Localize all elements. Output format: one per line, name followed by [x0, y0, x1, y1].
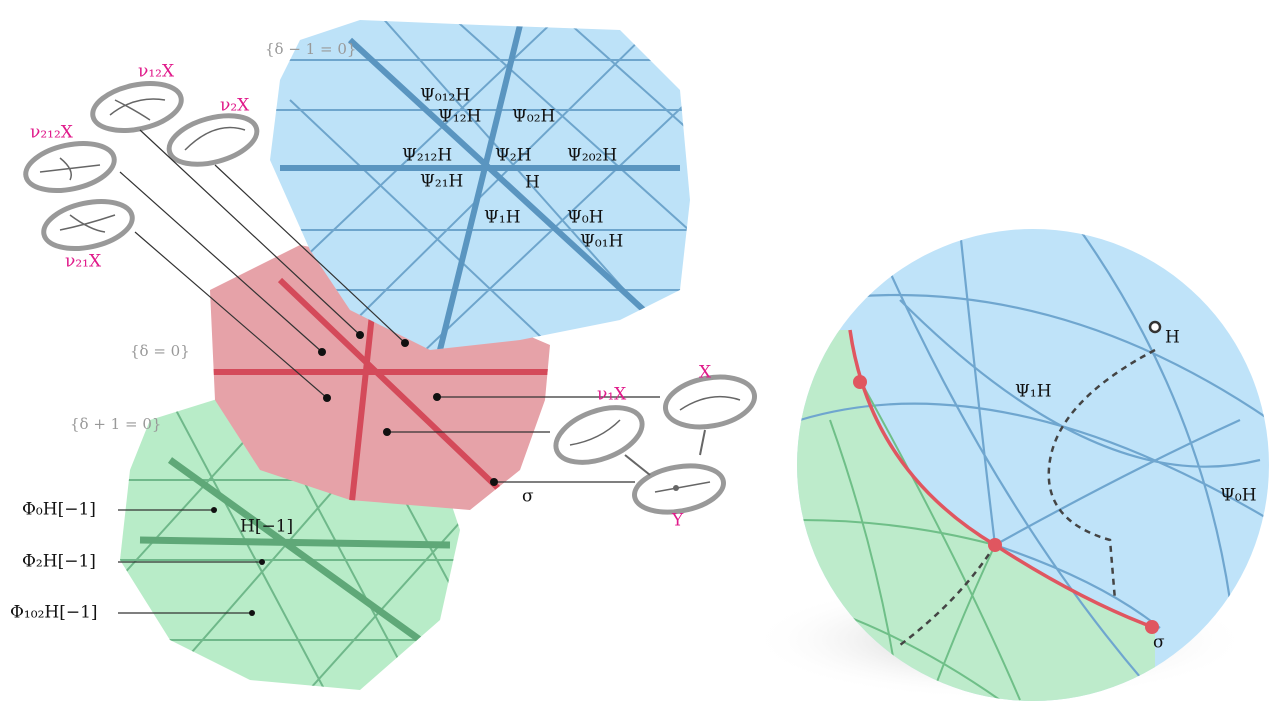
blue-label: Ψ₁₂H [438, 107, 481, 127]
object-label: Y [671, 511, 684, 531]
leader-lines [118, 129, 660, 616]
sphere-label: H [1165, 328, 1180, 348]
region-label: {δ + 1 = 0} [70, 415, 161, 433]
blue-region [270, 20, 690, 350]
blue-label: Ψ₂H [495, 146, 532, 166]
object-label: σ [522, 487, 534, 507]
region-label: {δ − 1 = 0} [265, 40, 356, 58]
blue-label: H [525, 173, 540, 193]
region-label: {δ = 0} [130, 342, 190, 360]
object-label: ν₁₂X [138, 62, 175, 82]
blue-label: Ψ₀₁H [580, 232, 623, 252]
object-label: ν₂₁₂X [30, 123, 74, 143]
sphere: H Ψ₁H Ψ₀H σ [750, 229, 1269, 701]
sphere-label: Ψ₀H [1220, 486, 1257, 506]
object-label: X [699, 363, 712, 383]
blue-label: Ψ₀₁₂H [420, 86, 470, 106]
object-label: ν₂X [220, 96, 250, 116]
blue-label: Ψ₀₂H [512, 107, 555, 127]
blue-label: Ψ₂₁H [420, 172, 463, 192]
object-label: ν₂₁X [65, 252, 102, 272]
left-diagram: {δ − 1 = 0} {δ = 0} {δ + 1 = 0} ν₁₂X ν₂X… [10, 20, 758, 690]
green-label: H[−1] [240, 517, 293, 537]
sphere-label: σ [1153, 633, 1165, 653]
object-label: ν₁X [597, 385, 627, 405]
green-label: Φ₂H[−1] [22, 552, 96, 572]
blue-label: Ψ₂₀₂H [567, 146, 617, 166]
object-ellipses [23, 81, 758, 515]
green-label: Φ₁₀₂H[−1] [10, 603, 98, 623]
blue-label: Ψ₂₁₂H [402, 146, 452, 166]
blue-label: Ψ₁H [484, 208, 521, 228]
green-label: Φ₀H[−1] [22, 500, 96, 520]
sphere-label: Ψ₁H [1015, 382, 1052, 402]
blue-label: Ψ₀H [567, 208, 604, 228]
